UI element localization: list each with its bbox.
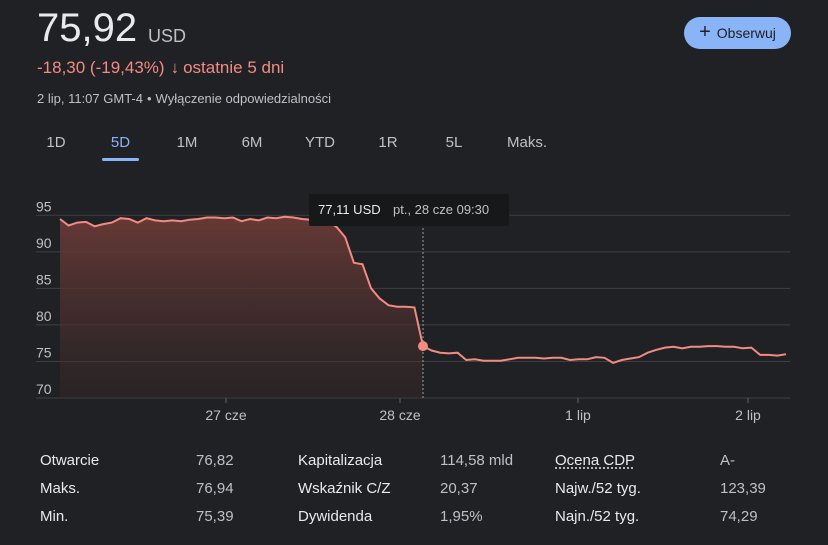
stat-label-52w-high: Najw./52 tyg. (555, 480, 641, 497)
price-change: -18,30 (-19,43%) ↓ ostatnie 5 dni (37, 58, 284, 78)
tooltip-time: pt., 28 cze 09:30 (393, 202, 489, 217)
stat-label-high: Maks. (40, 480, 81, 497)
y-tick-label: 95 (36, 198, 52, 214)
price-area (60, 216, 423, 398)
x-tick-label: 1 lip (565, 407, 591, 423)
currency-label: USD (148, 26, 187, 46)
stat-value-dividend: 1,95% (440, 508, 483, 525)
stat-label-open: Otwarcie (40, 452, 100, 469)
current-price: 75,92 (37, 6, 138, 50)
stat-label-market-cap: Kapitalizacja (298, 452, 383, 469)
stat-value-market-cap: 114,58 mld (440, 452, 514, 469)
x-tick-label: 2 lip (735, 407, 761, 423)
tab-max[interactable]: Maks. (506, 134, 547, 151)
stat-label-pe-ratio: Wskaźnik C/Z (298, 480, 391, 497)
stat-label-dividend: Dywidenda (298, 508, 373, 525)
tooltip-box (309, 194, 509, 226)
stat-label-cdp-score[interactable]: Ocena CDP (555, 452, 636, 469)
stat-label-52w-low: Najn./52 tyg. (555, 508, 640, 525)
stat-value-open: 76,82 (196, 452, 234, 469)
follow-button[interactable]: + Obserwuj (684, 17, 791, 49)
x-tick-label: 28 cze (379, 407, 420, 423)
tab-5l[interactable]: 5L (445, 134, 463, 151)
quote-meta: 2 lip, 11:07 GMT-4 • Wyłączenie odpowiedzi… (37, 91, 331, 106)
change-value: -18,30 (-19,43%) (37, 58, 165, 77)
tab-1m[interactable]: 1M (176, 134, 198, 151)
y-tick-label: 90 (36, 235, 52, 251)
price-chart[interactable]: 95 90 85 80 75 70 27 cze 28 cze 1 lip 2 lip 77,1… (0, 190, 828, 430)
tooltip-value: 77,11 USD (318, 202, 381, 217)
tab-1d[interactable]: 1D (46, 134, 66, 151)
tab-5d[interactable]: 5D (102, 130, 139, 161)
tab-ytd[interactable]: YTD (305, 134, 335, 151)
follow-label: Obserwuj (716, 25, 776, 41)
stat-value-pe-ratio: 20,37 (440, 480, 478, 497)
tab-6m[interactable]: 6M (241, 134, 263, 151)
quote-timestamp: 2 lip, 11:07 GMT-4 (37, 91, 143, 106)
stat-value-52w-high: 123,39 (720, 480, 766, 497)
arrow-down-icon: ↓ (170, 58, 180, 77)
y-tick-label: 80 (36, 308, 52, 324)
x-tick-label: 27 cze (205, 407, 246, 423)
tab-1r[interactable]: 1R (378, 134, 398, 151)
stat-label-low: Min. (40, 508, 69, 525)
y-tick-label: 70 (36, 381, 52, 397)
stat-value-high: 76,94 (196, 480, 234, 497)
disclaimer-link[interactable]: Wyłączenie odpowiedzialności (155, 91, 332, 106)
y-tick-label: 85 (36, 271, 52, 287)
y-axis-ticks: 95 90 85 80 75 70 (36, 198, 52, 397)
hover-point (418, 341, 428, 352)
y-tick-label: 75 (36, 344, 52, 360)
stat-value-low: 75,39 (196, 508, 234, 525)
change-period: ostatnie 5 dni (183, 58, 285, 77)
stat-value-cdp-score: A- (720, 452, 735, 469)
stat-value-52w-low: 74,29 (720, 508, 758, 525)
meta-separator: • (146, 91, 152, 106)
plus-icon: + (699, 21, 711, 43)
chart-tooltip: 77,11 USD pt., 28 cze 09:30 (309, 194, 509, 226)
x-axis-ticks: 27 cze 28 cze 1 lip 2 lip (205, 398, 761, 423)
